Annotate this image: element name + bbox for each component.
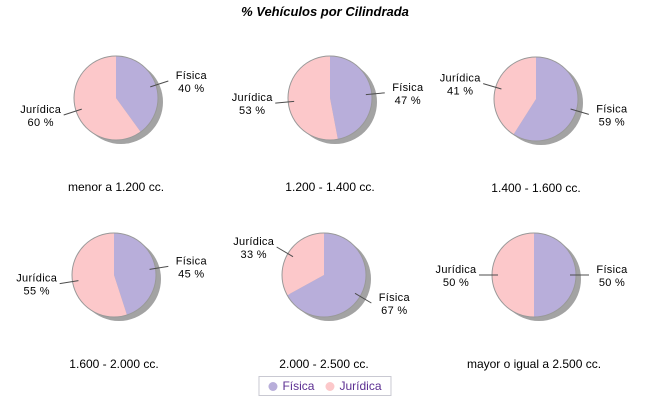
pie-caption-5: 2.000 - 2.500 cc. [279,357,369,371]
slice-label-name: Jurídica [232,92,273,104]
label-leader-line [150,80,169,88]
chart-title: % Vehículos por Cilindrada [241,4,409,19]
pie-chart-1: Física 40 % Jurídica 60 % [20,55,208,144]
pie-chart-2: Física 47 % Jurídica 53 % [232,55,424,144]
pie-chart-4: Física 45 % Jurídica 55 % [16,232,208,321]
slice-label-value: 55 % [24,286,50,298]
legend-item-juridica: Jurídica [325,379,382,393]
label-leader-line [59,280,79,285]
pie-slice-jurídica [492,233,534,317]
pie-slice-física [116,55,159,132]
slice-label-value: 33 % [241,249,267,261]
pie-slice-física [513,57,579,141]
pie-outline [281,232,367,318]
slice-label-jurídica: Jurídica 53 % [232,92,273,117]
pie-outline [71,232,157,318]
label-leader-line [365,92,385,96]
slice-label-value: 50 % [443,277,469,289]
juridica-swatch-icon [325,381,335,391]
slice-label-física: Física 45 % [176,255,208,280]
label-leader-line [149,265,169,270]
pie-chart-5: Física 67 % Jurídica 33 % [233,232,411,321]
pie-chart-3: Física 59 % Jurídica 41 % [440,56,628,145]
slice-label-name: Física [596,103,628,115]
pie-caption-2: 1.200 - 1.400 cc. [285,180,375,194]
slice-label-value: 67 % [381,305,407,317]
pie-outline [287,55,373,141]
slice-label-jurídica: Jurídica 60 % [20,104,61,129]
pie-slice-jurídica [282,233,324,296]
slice-label-física: Física 67 % [379,292,411,317]
slice-label-value: 50 % [599,277,625,289]
slice-label-jurídica: Jurídica 41 % [440,73,481,98]
slice-label-value: 60 % [28,117,54,129]
slice-label-value: 45 % [178,268,204,280]
slice-label-name: Jurídica [440,73,481,85]
slice-label-name: Jurídica [16,273,57,285]
label-leader-line [63,108,82,116]
slice-label-name: Jurídica [233,236,274,248]
pie-caption-6: mayor o igual a 2.500 cc. [466,357,602,371]
slice-label-value: 47 % [395,95,421,107]
pie-slice-jurídica [74,56,141,140]
legend-item-fisica: Física [268,379,314,393]
slice-label-name: Física [176,70,208,82]
slice-label-jurídica: Jurídica 55 % [16,273,57,298]
pie-slice-física [114,233,156,315]
slice-label-física: Física 59 % [596,103,628,128]
slice-label-física: Física 50 % [596,264,628,289]
pie-slice-jurídica [494,57,536,135]
pie-caption-4: 1.600 - 2.000 cc. [69,357,159,371]
slice-label-value: 41 % [447,86,473,98]
slice-label-name: Física [176,255,208,267]
slice-label-value: 59 % [599,116,625,128]
legend-label-juridica: Jurídica [339,379,382,393]
slice-label-física: Física 47 % [392,82,424,107]
pie-outline [493,56,579,142]
label-leader-line [570,108,589,115]
pie-slice-física [534,233,576,317]
pie-caption-1: menor a 1.200 cc. [67,180,165,194]
slice-label-name: Jurídica [20,104,61,116]
pie-outline [73,55,159,141]
pie-slice-física [287,233,367,317]
slice-label-física: Física 40 % [176,70,208,95]
pie-chart-6: Física 50 %Jurídica 50 % [436,232,628,321]
slice-label-name: Física [392,82,424,94]
pie-slice-jurídica [71,232,127,317]
label-leader-line [276,246,294,258]
label-leader-line [275,100,295,104]
slice-label-name: Jurídica [436,264,477,276]
legend-label-fisica: Física [282,379,315,393]
pie-slice-jurídica [288,56,338,140]
slice-label-value: 40 % [178,83,204,95]
slice-label-name: Física [596,264,628,276]
slice-label-jurídica: Jurídica 50 % [436,264,477,289]
pie-caption-3: 1.400 - 1.600 cc. [491,181,581,195]
label-leader-line [483,83,502,90]
slice-label-name: Física [379,292,411,304]
slice-label-jurídica: Jurídica 33 % [233,236,274,261]
fisica-swatch-icon [268,381,278,391]
legend: Física Jurídica [258,376,392,396]
pie-slice-física [330,55,373,140]
slice-label-value: 53 % [239,105,265,117]
label-leader-line [354,292,372,304]
